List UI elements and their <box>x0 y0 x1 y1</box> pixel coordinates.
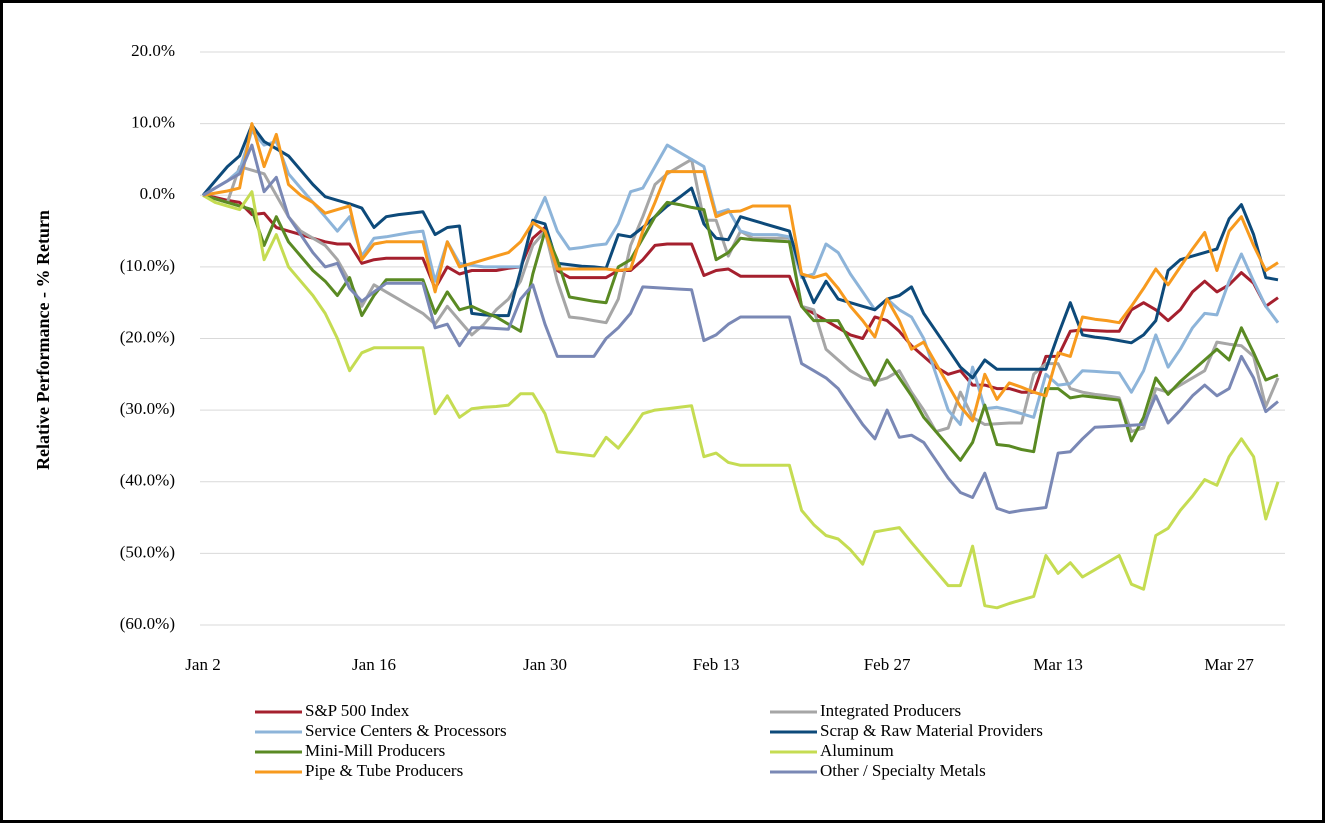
legend-label: Other / Specialty Metals <box>820 761 986 780</box>
x-tick-label: Mar 13 <box>1033 655 1083 674</box>
legend-label: Pipe & Tube Producers <box>305 761 463 780</box>
y-tick-label: (10.0%) <box>120 256 175 275</box>
y-axis-label: Relative Performance - % Return <box>33 210 53 470</box>
legend-label: Service Centers & Processors <box>305 721 507 740</box>
series-line <box>202 193 1279 394</box>
series-line <box>202 190 1280 610</box>
x-tick-label: Feb 27 <box>864 655 911 674</box>
legend-label: S&P 500 Index <box>305 701 410 720</box>
y-tick-label: (40.0%) <box>120 471 175 490</box>
x-tick-label: Jan 16 <box>352 655 396 674</box>
y-tick-label: (60.0%) <box>120 614 175 633</box>
y-tick-label: (50.0%) <box>120 542 175 561</box>
legend-label: Scrap & Raw Material Providers <box>820 721 1043 740</box>
series-line <box>202 129 1280 426</box>
series-line <box>201 123 1279 380</box>
legend-label: Aluminum <box>820 741 894 760</box>
y-tick-label: (20.0%) <box>120 327 175 346</box>
y-tick-label: 10.0% <box>131 113 175 132</box>
legend-label: Mini-Mill Producers <box>305 741 445 760</box>
x-tick-label: Jan 30 <box>523 655 567 674</box>
legend-label: Integrated Producers <box>820 701 961 720</box>
series-line <box>202 143 1279 514</box>
series-line <box>202 122 1279 423</box>
x-tick-label: Feb 13 <box>693 655 740 674</box>
y-tick-label: 0.0% <box>140 184 175 203</box>
x-tick-label: Jan 2 <box>185 655 220 674</box>
y-tick-label: (30.0%) <box>120 399 175 418</box>
x-tick-label: Mar 27 <box>1204 655 1254 674</box>
y-tick-label: 20.0% <box>131 41 175 60</box>
